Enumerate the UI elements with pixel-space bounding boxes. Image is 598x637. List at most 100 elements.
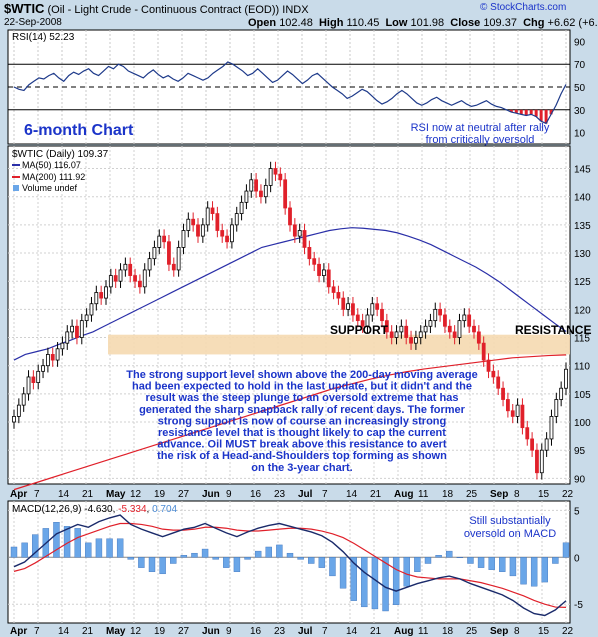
x-tick-21: 21 xyxy=(370,489,382,500)
macd-hist-bar xyxy=(265,546,272,558)
x-tick-9: 9 xyxy=(226,626,232,637)
macd-hist-bar xyxy=(170,557,177,564)
macd-hist-bar xyxy=(509,557,517,577)
candle-body xyxy=(389,331,394,338)
candle-body xyxy=(321,269,326,276)
candle-body xyxy=(259,190,263,198)
macd-hist-bar xyxy=(414,557,421,572)
rsi-legend: RSI(14) 52.23 xyxy=(12,32,75,43)
x-tick-8: 8 xyxy=(514,489,520,500)
candle-body xyxy=(559,387,564,400)
macd-hist-bar xyxy=(85,542,92,558)
candle-body xyxy=(133,275,137,282)
macd-hist-bar xyxy=(350,557,357,601)
candle-body xyxy=(191,218,196,226)
macd-hist-bar xyxy=(371,557,379,610)
candle-body xyxy=(404,325,409,338)
x-tick-12: 12 xyxy=(130,489,142,500)
price-tick-120: 120 xyxy=(574,305,591,316)
macd-hist-bar xyxy=(127,557,134,560)
symbol: $WTIC xyxy=(4,1,45,16)
support-band xyxy=(108,334,570,355)
x-tick-25: 25 xyxy=(466,626,478,637)
candle-body xyxy=(229,224,234,243)
candle-body xyxy=(491,370,496,378)
candle-body xyxy=(525,427,530,440)
candle-body xyxy=(249,179,254,192)
macd-hist-bar xyxy=(286,552,294,558)
x-tick-19: 19 xyxy=(154,489,166,500)
candle-body xyxy=(307,246,312,260)
macd-hist-bar xyxy=(148,557,156,572)
candle-body xyxy=(365,314,370,327)
x-tick-Jun: Jun xyxy=(202,626,220,637)
macd-hist-bar xyxy=(106,538,113,558)
high-value: 110.45 xyxy=(346,17,380,29)
rsi-tick-10: 10 xyxy=(574,129,586,140)
macd-legend: MACD(12,26,9) -4.630, -5.334, 0.704 xyxy=(12,504,178,515)
x-tick-Apr: Apr xyxy=(10,626,27,637)
candle-body xyxy=(157,235,162,248)
x-tick-27: 27 xyxy=(178,489,190,500)
price-tick-95: 95 xyxy=(574,446,586,457)
candle-body xyxy=(12,415,16,423)
candle-body xyxy=(370,303,375,316)
candle-body xyxy=(60,342,65,350)
candle-body xyxy=(84,314,89,322)
macd-legend-value: -4.630 xyxy=(84,504,113,515)
macd-note-line-2: oversold on MACD xyxy=(464,528,556,540)
candle-body xyxy=(515,404,520,417)
candle-body xyxy=(268,168,273,186)
header-quotes: Open 102.48 High 110.45 Low 101.98 Close… xyxy=(248,17,598,29)
candle-body xyxy=(554,399,559,417)
legend-volume: Volume undef xyxy=(22,183,78,193)
macd-hist-bar xyxy=(499,557,506,572)
candle-body xyxy=(384,320,389,333)
macd-hist-bar xyxy=(456,557,464,559)
commentary-line: generated the sharp snapback rally of re… xyxy=(139,404,466,416)
macd-hist-bar xyxy=(297,557,304,560)
rsi-note-line-1: RSI now at neutral after rally xyxy=(411,122,550,134)
price-tick-125: 125 xyxy=(574,277,591,288)
macd-hist-bar xyxy=(552,557,559,564)
macd-hist-bar xyxy=(382,557,389,612)
x-tick-19: 19 xyxy=(154,626,166,637)
candle-body xyxy=(225,235,229,243)
x-tick-Jul: Jul xyxy=(298,489,313,500)
rsi-legend-value: 52.23 xyxy=(49,32,74,43)
x-tick-21: 21 xyxy=(370,626,382,637)
x-tick-Aug: Aug xyxy=(394,626,413,637)
candle-body xyxy=(535,449,539,474)
candle-body xyxy=(273,168,278,175)
candle-body xyxy=(462,314,467,322)
rsi-note-line-2: from critically oversold xyxy=(426,134,535,146)
candle-body xyxy=(413,337,418,344)
open-value: 102.48 xyxy=(279,17,313,29)
price-tick-90: 90 xyxy=(574,474,586,485)
x-tick-21: 21 xyxy=(82,489,94,500)
candle-body xyxy=(418,331,423,338)
macd-hist-bar xyxy=(530,557,538,587)
candle-body xyxy=(355,314,360,322)
candle-body xyxy=(104,286,108,299)
macd-tick--5: -5 xyxy=(574,600,583,611)
candle-body xyxy=(539,449,544,474)
candle-body xyxy=(263,185,268,198)
x-tick-18: 18 xyxy=(442,489,454,500)
price-tick-145: 145 xyxy=(574,165,591,176)
candle-body xyxy=(317,263,321,276)
macd-hist-bar xyxy=(308,557,315,564)
macd-hist-bar xyxy=(116,538,124,558)
chart-header: $WTIC (Oil - Light Crude - Continuous Co… xyxy=(4,1,309,16)
candle-body xyxy=(297,230,302,237)
macd-hist-bar xyxy=(541,557,548,583)
x-tick-21: 21 xyxy=(82,626,94,637)
macd-hist-bar xyxy=(488,557,495,570)
x-axis-bottom: Apr 7 14 21 May 12 19 27 Jun 9 16 23 Jul 7 14 21 Aug 11 18… xyxy=(10,626,574,637)
price-tick-140: 140 xyxy=(574,193,591,204)
macd-hist-bar xyxy=(392,557,400,605)
candle-body xyxy=(118,269,123,282)
x-tick-11: 11 xyxy=(418,626,429,637)
x-tick-14: 14 xyxy=(346,489,358,500)
commentary-line: result was the steep plunge to an overso… xyxy=(146,392,459,404)
